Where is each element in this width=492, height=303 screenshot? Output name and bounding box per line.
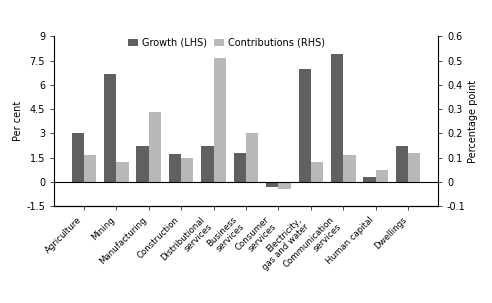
Y-axis label: Per cent: Per cent: [13, 101, 24, 141]
Bar: [299, 69, 311, 182]
Bar: [266, 182, 278, 187]
Bar: [84, 155, 96, 182]
Bar: [149, 112, 161, 182]
Bar: [311, 162, 323, 182]
Bar: [136, 146, 149, 182]
Bar: [246, 133, 258, 182]
Bar: [169, 154, 181, 182]
Bar: [278, 182, 291, 189]
Bar: [181, 158, 193, 182]
Legend: Growth (LHS), Contributions (RHS): Growth (LHS), Contributions (RHS): [128, 38, 325, 48]
Bar: [376, 170, 388, 182]
Bar: [116, 162, 128, 182]
Bar: [104, 74, 116, 182]
Bar: [364, 177, 376, 182]
Bar: [408, 153, 421, 182]
Bar: [214, 58, 226, 182]
Bar: [201, 146, 214, 182]
Bar: [396, 146, 408, 182]
Bar: [234, 153, 246, 182]
Y-axis label: Percentage point: Percentage point: [468, 80, 478, 163]
Bar: [331, 54, 343, 182]
Bar: [71, 133, 84, 182]
Bar: [343, 155, 356, 182]
